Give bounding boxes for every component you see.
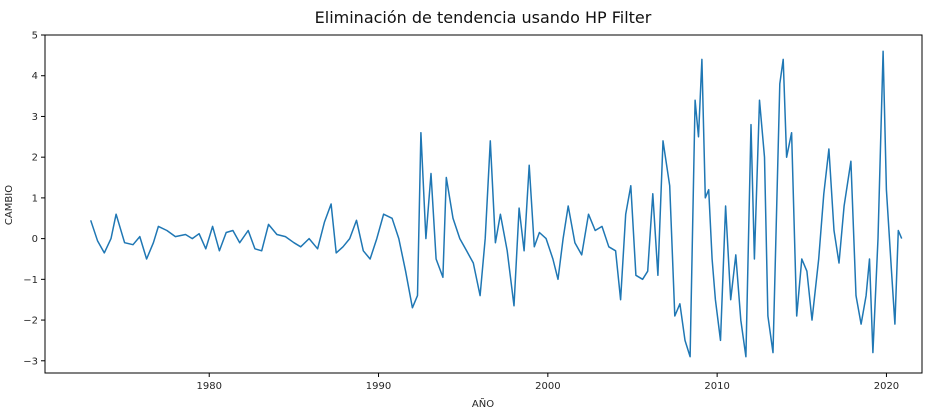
y-axis-label: CAMBIO xyxy=(4,185,15,225)
y-tick-label: 3 xyxy=(32,112,38,123)
y-tick-label: 5 xyxy=(32,31,38,42)
x-tick-label: 1990 xyxy=(366,381,391,392)
y-tick-label: 1 xyxy=(32,193,38,204)
y-tick-label: 0 xyxy=(32,234,38,245)
x-axis-label: AÑO xyxy=(472,397,494,410)
series-line xyxy=(89,50,903,358)
y-axis: −3 −2 −1 0 1 2 3 4 5 xyxy=(23,31,45,367)
x-tick-label: 2020 xyxy=(874,381,899,392)
x-tick-label: 2010 xyxy=(704,381,729,392)
y-tick-label: −1 xyxy=(23,275,38,286)
y-tick-label: 4 xyxy=(32,71,38,82)
y-tick-label: 2 xyxy=(32,153,38,164)
x-tick-label: 1980 xyxy=(196,381,221,392)
chart-title: Eliminación de tendencia usando HP Filte… xyxy=(315,8,652,27)
x-tick-label: 2000 xyxy=(535,381,560,392)
y-tick-label: −3 xyxy=(23,356,38,367)
y-tick-label: −2 xyxy=(23,316,38,327)
x-axis: 1980 1990 2000 2010 2020 xyxy=(196,373,899,392)
plot-area xyxy=(44,34,923,374)
